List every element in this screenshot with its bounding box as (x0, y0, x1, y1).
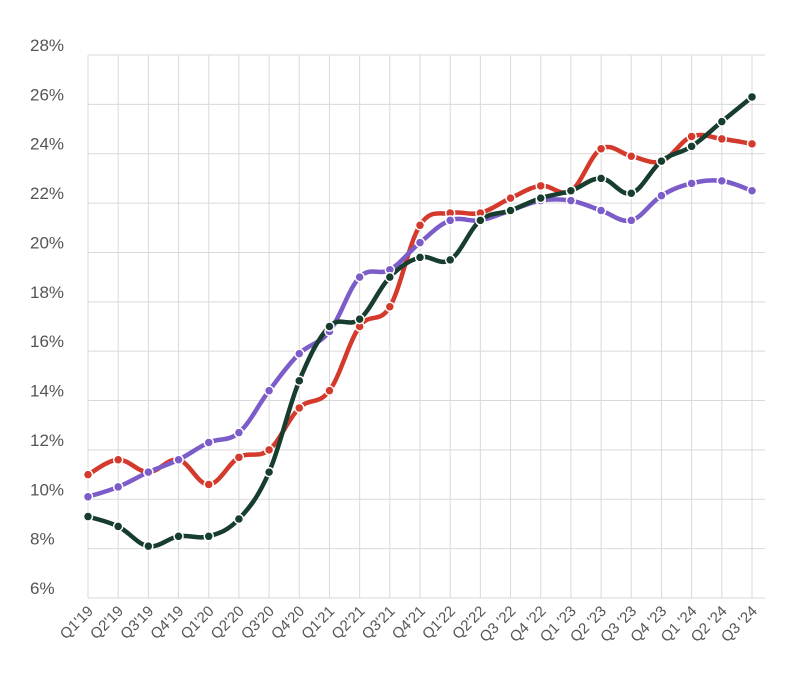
x-tick-label: Q4'21 (389, 603, 429, 643)
data-point (82, 511, 94, 522)
data-point (263, 466, 275, 478)
y-tick-label: 8% (30, 530, 55, 549)
data-point (414, 252, 426, 263)
y-tick-label: 18% (30, 283, 64, 302)
data-point (112, 481, 124, 493)
data-point (746, 91, 758, 103)
data-point (626, 150, 637, 162)
data-point (595, 143, 607, 155)
data-point (656, 190, 667, 201)
data-point (294, 348, 305, 359)
data-point (535, 180, 546, 192)
data-point (233, 427, 245, 438)
data-point (263, 444, 275, 456)
x-tick-label: Q2'21 (328, 603, 368, 643)
data-point (505, 205, 516, 216)
data-point (173, 454, 184, 466)
data-point (233, 513, 245, 525)
x-tick-label: Q2'19 (87, 603, 127, 643)
y-tick-label: 28% (30, 36, 64, 55)
data-point (475, 215, 486, 226)
data-point (414, 220, 426, 231)
x-tick-label: Q3'19 (117, 603, 157, 643)
data-point (203, 531, 214, 542)
data-point (82, 469, 94, 480)
series-lines (82, 91, 758, 552)
data-point (565, 185, 577, 196)
data-point (263, 385, 275, 396)
y-tick-label: 10% (30, 480, 64, 499)
y-tick-label: 24% (30, 135, 64, 154)
data-point (716, 116, 728, 127)
data-point (626, 215, 637, 226)
x-tick-label: Q4'20 (268, 603, 308, 643)
data-point (203, 437, 214, 448)
data-point (716, 133, 728, 145)
data-point (595, 205, 607, 216)
data-point (535, 192, 546, 204)
data-point (233, 452, 245, 463)
data-point (82, 491, 94, 503)
y-tick-label: 22% (30, 184, 64, 203)
y-tick-label: 12% (30, 431, 64, 450)
x-tick-label: Q1'19 (57, 603, 97, 643)
data-point (294, 402, 305, 414)
y-tick-label: 26% (30, 85, 64, 104)
data-point (746, 138, 758, 150)
data-point (716, 175, 728, 187)
data-point (354, 271, 365, 283)
data-point (324, 385, 335, 396)
data-point (324, 321, 335, 332)
data-point (444, 254, 456, 266)
x-tick-label: Q1'20 (178, 603, 218, 643)
data-point (626, 187, 637, 199)
x-tick-label: Q1'21 (298, 603, 338, 643)
data-point (384, 271, 396, 283)
x-tick-label: Q2'20 (208, 603, 248, 643)
x-tick-label: Q3'20 (238, 603, 278, 643)
y-tick-label: 14% (30, 382, 64, 401)
data-point (444, 215, 456, 226)
data-point (686, 141, 697, 152)
x-tick-label: Q3'21 (359, 603, 399, 643)
y-axis-ticks: 6% 8% 10% 12% 14% 16% 18% 20% 22% 24% 26% 28% (30, 36, 64, 598)
data-point (686, 178, 697, 189)
x-tick-label: Q4'19 (147, 603, 187, 643)
data-point (143, 466, 154, 478)
data-point (505, 192, 516, 204)
x-axis-ticks: Q1'19Q2'19Q3'19Q4'19Q1'20Q2'20Q3'20Q4'20… (57, 603, 761, 646)
data-point (354, 313, 365, 325)
y-tick-label: 16% (30, 332, 64, 351)
data-point (112, 521, 124, 532)
data-point (294, 375, 305, 387)
data-point (656, 155, 667, 167)
data-point (384, 301, 396, 313)
data-point (565, 195, 577, 206)
y-tick-label: 6% (30, 579, 55, 598)
y-tick-label: 20% (30, 233, 64, 252)
data-point (173, 531, 184, 542)
data-point (143, 540, 154, 552)
data-point (414, 237, 426, 248)
data-point (686, 131, 697, 142)
grid (87, 54, 765, 599)
data-point (746, 185, 758, 196)
x-tick-label: Q1'22 (419, 603, 459, 643)
data-point (203, 479, 214, 490)
data-point (112, 454, 124, 466)
data-point (595, 173, 607, 184)
